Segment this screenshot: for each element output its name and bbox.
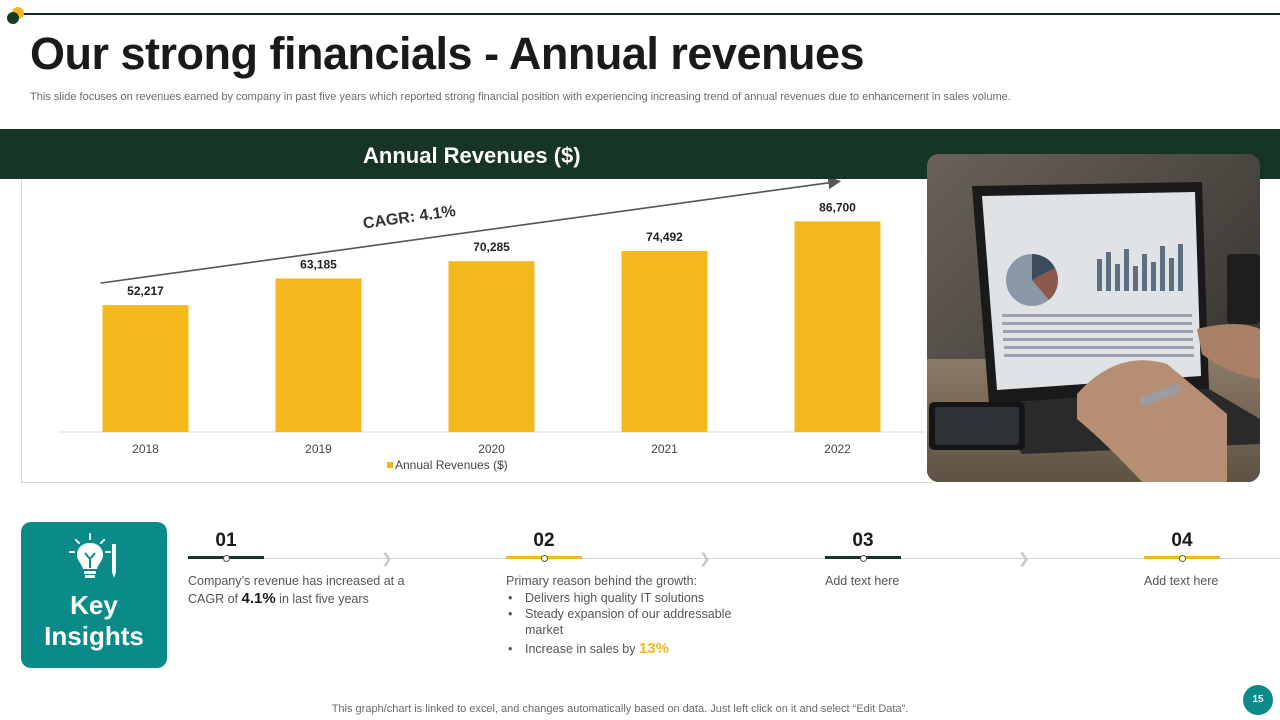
laptop-illustration	[927, 154, 1260, 482]
footer-note: This graph/chart is linked to excel, and…	[331, 703, 909, 715]
x-tick-label-2020: 2020	[478, 442, 505, 456]
lightbulb-icon	[69, 533, 116, 578]
data-label-2021: 74,492	[646, 230, 683, 244]
step-text-02: Primary reason behind the growth: Delive…	[506, 573, 736, 657]
decor-dot-green	[7, 12, 19, 24]
revenue-bar-chart[interactable]: CAGR: 4.1% 52,217 2018 63,185 2019 70,285 2020…	[21, 179, 933, 483]
x-tick-label-2019: 2019	[305, 442, 332, 456]
bar-2022	[794, 221, 881, 432]
timeline-line	[188, 558, 1280, 559]
step-number-03: 03	[852, 530, 874, 551]
step-number-02: 02	[533, 530, 555, 551]
step-number-01: 01	[215, 530, 237, 551]
x-tick-label-2018: 2018	[132, 442, 159, 456]
list-item: Increase in sales by 13%	[506, 640, 736, 658]
step-dot-01	[223, 555, 230, 562]
step-01-highlight: 4.1%	[241, 590, 276, 607]
laptop-photo	[927, 154, 1260, 482]
step-02-intro: Primary reason behind the growth:	[506, 574, 698, 588]
bar-2020	[448, 261, 535, 432]
chart-title: Annual Revenues ($)	[363, 143, 581, 168]
bar-2019	[275, 278, 362, 432]
page-title: Our strong financials - Annual revenues	[30, 28, 865, 79]
chevron-right-icon: ❯	[381, 550, 393, 566]
step-text-03[interactable]: Add text here	[825, 574, 900, 588]
step-02-highlight: 13%	[638, 640, 669, 657]
chevron-right-icon: ❯	[699, 550, 711, 566]
step-dot-04	[1179, 555, 1186, 562]
data-label-2019: 63,185	[300, 257, 337, 271]
x-tick-label-2021: 2021	[651, 442, 678, 456]
data-label-2020: 70,285	[473, 240, 510, 254]
x-tick-label-2022: 2022	[824, 442, 851, 456]
legend-swatch	[387, 462, 393, 468]
bar-2018	[102, 305, 189, 432]
bar-2021	[621, 250, 708, 432]
list-item: Delivers high quality IT solutions	[506, 590, 736, 606]
top-rule	[16, 13, 1280, 15]
step-number-04: 04	[1171, 530, 1193, 551]
list-item: Steady expansion of our addressable mark…	[506, 606, 736, 638]
legend-label: Annual Revenues ($)	[395, 458, 508, 472]
chevron-right-icon: ❯	[1018, 550, 1030, 566]
page-subtitle: This slide focuses on revenues earned by…	[30, 91, 1011, 103]
key-insights-label: Key Insights	[44, 590, 144, 651]
step-01-text-after: in last five years	[275, 592, 369, 606]
step-02-bullets: Delivers high quality IT solutions Stead…	[506, 590, 736, 657]
data-label-2022: 86,700	[819, 200, 856, 214]
page-number-badge: 15	[1243, 685, 1273, 715]
step-text-04[interactable]: Add text here	[1144, 574, 1219, 588]
step-dot-03	[860, 555, 867, 562]
step-dot-02	[541, 555, 548, 562]
step-text-01: Company’s revenue has increased at a CAG…	[188, 573, 418, 608]
step-02-last-bullet: Increase in sales by	[525, 642, 639, 656]
cagr-arrow	[100, 179, 842, 284]
cagr-annotation: CAGR: 4.1%	[362, 203, 457, 233]
step-01-text-before: Company’s revenue has increased at a CAG…	[188, 574, 405, 606]
data-label-2018: 52,217	[127, 284, 164, 298]
